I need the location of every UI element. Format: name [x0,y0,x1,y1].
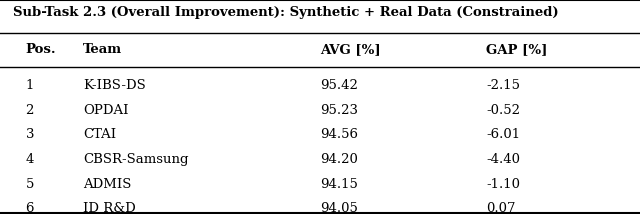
Text: Team: Team [83,43,122,56]
Text: 2: 2 [26,104,34,117]
Text: 1: 1 [26,79,34,92]
Text: -0.52: -0.52 [486,104,520,117]
Text: 94.05: 94.05 [320,202,358,214]
Text: -1.10: -1.10 [486,178,520,191]
Text: 3: 3 [26,128,34,141]
Text: OPDAI: OPDAI [83,104,129,117]
Text: -6.01: -6.01 [486,128,520,141]
Text: 6: 6 [26,202,34,214]
Text: 94.15: 94.15 [320,178,358,191]
Text: 95.42: 95.42 [320,79,358,92]
Text: 4: 4 [26,153,34,166]
Text: Sub-Task 2.3 (Overall Improvement): Synthetic + Real Data (Constrained): Sub-Task 2.3 (Overall Improvement): Synt… [13,6,559,19]
Text: 94.20: 94.20 [320,153,358,166]
Text: AVG [%]: AVG [%] [320,43,381,56]
Text: 0.07: 0.07 [486,202,516,214]
Text: -2.15: -2.15 [486,79,520,92]
Text: -4.40: -4.40 [486,153,520,166]
Text: ADMIS: ADMIS [83,178,132,191]
Text: GAP [%]: GAP [%] [486,43,548,56]
Text: ID R&D: ID R&D [83,202,136,214]
Text: K-IBS-DS: K-IBS-DS [83,79,146,92]
Text: 5: 5 [26,178,34,191]
Text: 95.23: 95.23 [320,104,358,117]
Text: 94.56: 94.56 [320,128,358,141]
Text: CBSR-Samsung: CBSR-Samsung [83,153,189,166]
Text: CTAI: CTAI [83,128,116,141]
Text: Pos.: Pos. [26,43,56,56]
